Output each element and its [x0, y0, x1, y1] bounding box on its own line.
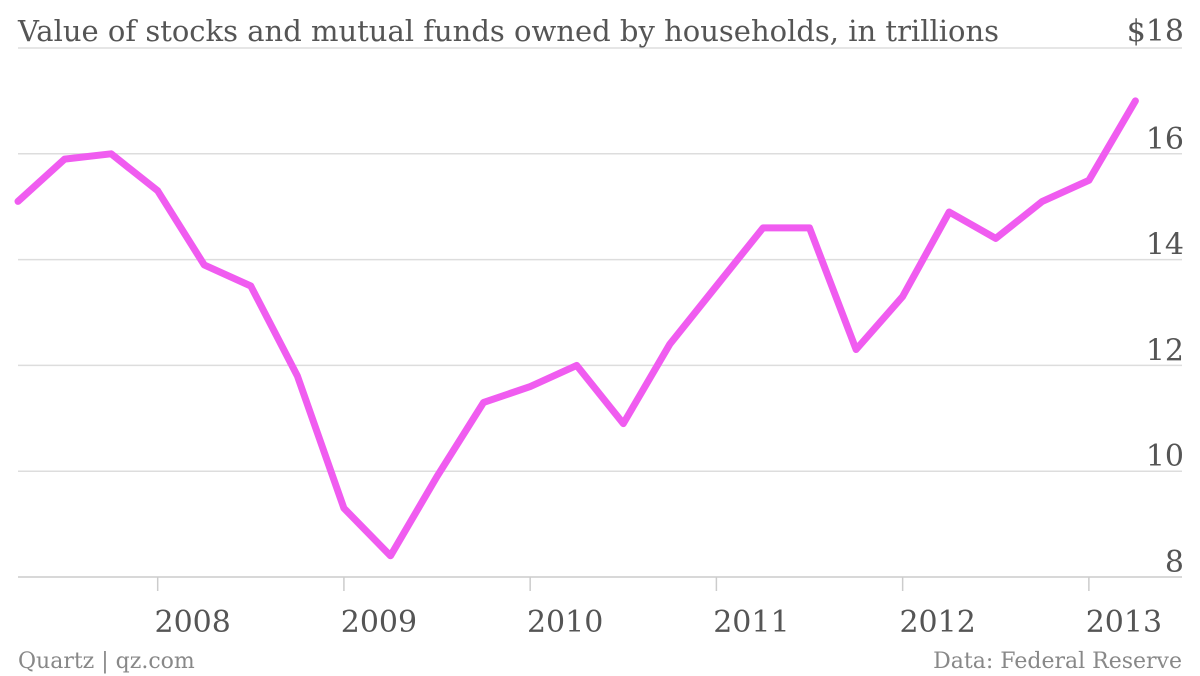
- y-tick-label: 8: [1165, 545, 1184, 580]
- chart-title: Value of stocks and mutual funds owned b…: [17, 14, 999, 48]
- source-credit: Quartz | qz.com: [18, 649, 195, 674]
- data-source: Data: Federal Reserve: [933, 649, 1182, 674]
- x-tick-label: 2011: [713, 605, 789, 640]
- x-tick-label: 2009: [341, 605, 417, 640]
- x-tick-label: 2013: [1086, 605, 1162, 640]
- x-tick-label: 2012: [899, 605, 975, 640]
- y-tick-label: $18: [1127, 14, 1184, 49]
- x-tick-label: 2008: [155, 605, 231, 640]
- series-line-group: [14, 97, 1139, 560]
- y-tick-label: 10: [1146, 439, 1184, 474]
- y-tick-label: 14: [1146, 228, 1184, 263]
- y-axis: $18 16 14 12 10 8: [1127, 14, 1184, 580]
- y-tick-label: 16: [1146, 122, 1184, 157]
- x-tick-label: 2010: [527, 605, 603, 640]
- grid-lines: [18, 47, 1182, 578]
- series-line: [14, 97, 1139, 560]
- x-axis: 2008 2009 2010 2011 2012 2013: [155, 577, 1162, 640]
- y-tick-label: 12: [1146, 333, 1184, 368]
